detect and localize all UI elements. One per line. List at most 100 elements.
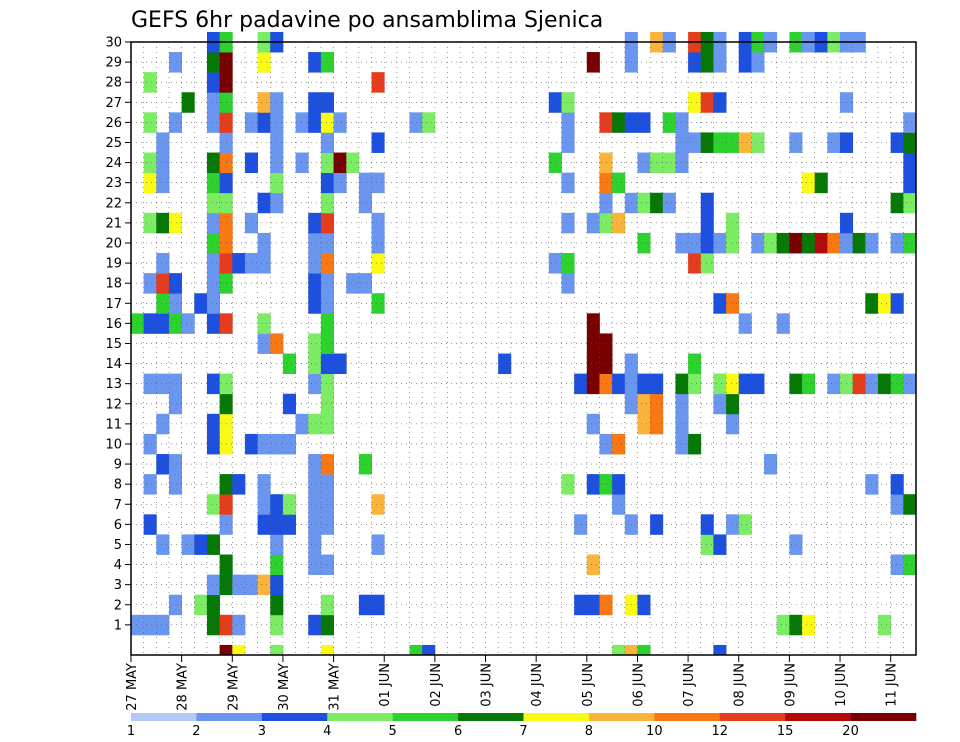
colorbar-swatch: [588, 713, 655, 721]
heatmap-cell: [206, 373, 221, 395]
heatmap-cell: [232, 474, 246, 495]
colorbar-tick-label: 2: [192, 724, 200, 739]
y-tick-label: 11: [105, 417, 122, 432]
plot-frame: [130, 41, 917, 656]
heatmap-cell: [270, 644, 284, 655]
heatmap-cell: [688, 232, 702, 254]
heatmap-cell: [358, 172, 372, 194]
heatmap-cell: [738, 514, 752, 535]
heatmap-cell: [561, 253, 575, 274]
heatmap-cell: [371, 172, 385, 194]
heatmap-cell: [903, 172, 917, 194]
heatmap-cell: [700, 92, 714, 113]
heatmap-cell: [333, 172, 347, 194]
heatmap-cell: [371, 594, 385, 616]
y-tick-label: 9: [114, 458, 122, 473]
heatmap-cell: [168, 393, 183, 415]
heatmap-cell: [320, 333, 334, 354]
heatmap-cell: [371, 293, 385, 314]
heatmap-cell: [586, 313, 600, 334]
heatmap-cell: [320, 353, 334, 375]
y-tick-label: 8: [114, 478, 122, 493]
heatmap-cell: [637, 594, 651, 616]
y-tick-label: 7: [114, 498, 122, 513]
heatmap-cell: [194, 293, 208, 314]
heatmap-cell: [320, 232, 334, 254]
heatmap-cell: [548, 152, 562, 174]
colorbar-swatch: [196, 713, 263, 721]
heatmap-cell: [320, 253, 334, 274]
x-tick-label: 29 MAY: [226, 663, 241, 711]
heatmap-cell: [637, 192, 651, 214]
heatmap-cell: [612, 474, 626, 495]
heatmap-cell: [295, 413, 309, 435]
heatmap-cell: [206, 253, 221, 274]
heatmap-cell: [257, 192, 271, 214]
heatmap-cell: [561, 92, 575, 113]
y-tick-label: 18: [105, 277, 122, 292]
heatmap-cell: [561, 132, 575, 153]
heatmap-cell: [700, 534, 714, 555]
heatmap-cell: [662, 192, 676, 214]
y-axis: 1234567891011121314151617181920212223242…: [105, 36, 131, 633]
heatmap-cell: [308, 293, 322, 314]
colorbar-swatch: [131, 713, 197, 721]
heatmap-cell: [143, 152, 157, 174]
heatmap-cell: [903, 494, 917, 515]
colorbar-swatch: [327, 713, 393, 721]
y-tick-label: 14: [105, 357, 122, 372]
heatmap-cell: [700, 192, 714, 214]
colorbar-tick-label: 10: [646, 724, 663, 739]
heatmap-cell: [662, 112, 676, 133]
heatmap-cell: [637, 232, 651, 254]
heatmap-cell: [232, 253, 246, 274]
heatmap-cell: [586, 474, 600, 495]
heatmap-cell: [422, 644, 436, 655]
heatmap-cell: [561, 474, 575, 495]
heatmap-cell: [232, 644, 246, 655]
heatmap-cell: [612, 494, 626, 515]
heatmap-cell: [282, 494, 296, 515]
x-tick-label: 04 JUN: [530, 663, 545, 707]
heatmap-cell: [333, 353, 347, 375]
heatmap-cell: [371, 72, 385, 93]
heatmap-cell: [548, 92, 562, 113]
y-tick-label: 25: [105, 136, 122, 151]
heatmap-cell: [308, 373, 322, 395]
heatmap-cell: [371, 494, 385, 515]
heatmap-cell: [320, 313, 334, 334]
heatmap-cell: [320, 474, 334, 495]
x-tick-label: 06 JUN: [631, 663, 646, 707]
heatmap-cell: [168, 273, 183, 294]
heatmap-cell: [713, 52, 727, 73]
colorbar-swatch: [392, 713, 459, 721]
heatmap-cell: [308, 614, 322, 636]
heatmap-cell: [320, 594, 334, 616]
heatmap-cell: [789, 373, 803, 395]
heatmap-cell: [903, 112, 917, 133]
heatmap-cell: [890, 132, 904, 153]
heatmap-cell: [206, 534, 221, 555]
heatmap-cell: [206, 273, 221, 294]
heatmap-cell: [308, 534, 322, 555]
heatmap-cell: [320, 454, 334, 475]
heatmap-cell: [206, 614, 221, 636]
x-tick-label: 27 MAY: [125, 663, 140, 711]
heatmap-cell: [295, 112, 309, 133]
heatmap-cell: [726, 373, 740, 395]
x-tick-label: 01 JUN: [378, 663, 393, 707]
heatmap-cell: [764, 454, 778, 475]
heatmap-cell: [257, 253, 271, 274]
heatmap-cell: [308, 353, 322, 375]
heatmap-cell: [852, 232, 866, 254]
heatmap-cell: [422, 112, 436, 133]
heatmap-cell: [168, 474, 183, 495]
heatmap-cell: [371, 253, 385, 274]
heatmap-cell: [308, 454, 322, 475]
heatmap-cell: [700, 232, 714, 254]
heatmap-cell: [295, 152, 309, 174]
y-tick-label: 12: [105, 397, 122, 412]
heatmap-cell: [612, 644, 626, 655]
heatmap-cell: [827, 232, 841, 254]
heatmap-cell: [548, 253, 562, 274]
